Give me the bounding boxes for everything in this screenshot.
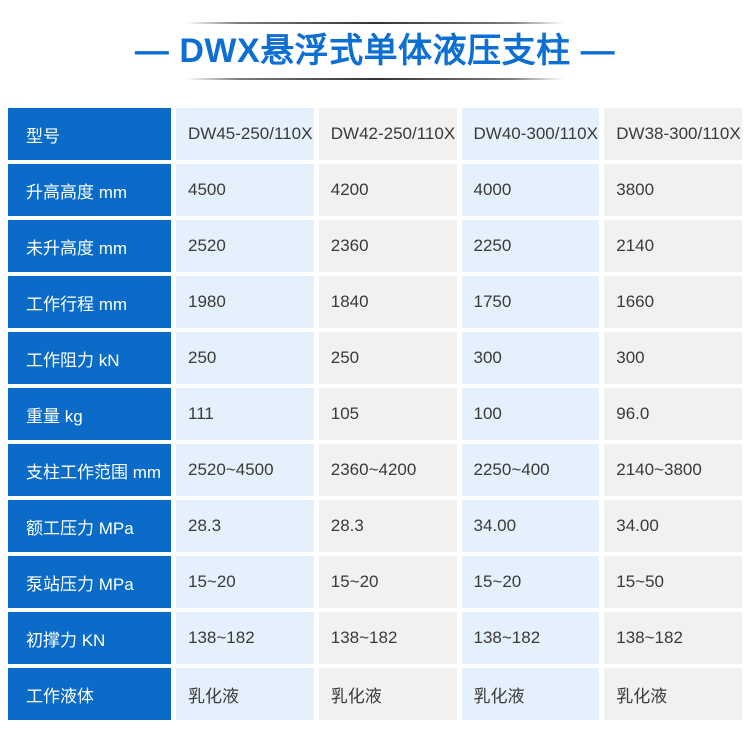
page-header: — DWX悬浮式单体液压支柱 —: [0, 0, 750, 80]
spec-value-cell: 2360~4200: [318, 444, 457, 496]
spec-value-cell: 15~20: [176, 556, 314, 608]
spec-value-cell: 4000: [461, 164, 600, 216]
row-label-unraised-height: 未升高度 mm: [8, 220, 171, 272]
spec-value-cell: 15~50: [604, 556, 742, 608]
spec-value-cell: 250: [176, 332, 314, 384]
spec-value-cell: 34.00: [461, 500, 600, 552]
row-label-pump-pressure: 泵站压力 MPa: [8, 556, 171, 608]
spec-value-cell: 乳化液: [604, 668, 742, 720]
spec-value-cell: 2140~3800: [604, 444, 742, 496]
row-label-working-resistance: 工作阻力 kN: [8, 332, 171, 384]
spec-table: 型号 DW45-250/110X DW42-250/110X DW40-300/…: [8, 108, 742, 720]
spec-value-cell: 1980: [176, 276, 314, 328]
spec-value-cell: 1750: [461, 276, 600, 328]
row-label-weight: 重量 kg: [8, 388, 171, 440]
model-name-cell: DW40-300/110X: [461, 108, 600, 160]
spec-value-cell: 138~182: [176, 612, 314, 664]
spec-value-cell: 4500: [176, 164, 314, 216]
title-bottom-line: [186, 78, 564, 80]
spec-value-cell: 96.0: [604, 388, 742, 440]
spec-value-cell: 2520~4500: [176, 444, 314, 496]
spec-value-cell: 2520: [176, 220, 314, 272]
spec-value-cell: 2140: [604, 220, 742, 272]
spec-value-cell: 100: [461, 388, 600, 440]
page-title: — DWX悬浮式单体液压支柱 —: [134, 32, 616, 70]
spec-value-cell: 300: [461, 332, 600, 384]
row-label-raised-height: 升高高度 mm: [8, 164, 171, 216]
spec-value-cell: 28.3: [318, 500, 457, 552]
row-label-working-range: 支柱工作范围 mm: [8, 444, 171, 496]
spec-value-cell: 3800: [604, 164, 742, 216]
row-label-working-fluid: 工作液体: [8, 668, 171, 720]
spec-value-cell: 34.00: [604, 500, 742, 552]
spec-value-cell: 乳化液: [318, 668, 457, 720]
spec-value-cell: 138~182: [318, 612, 457, 664]
row-label-rated-pressure: 额工压力 MPa: [8, 500, 171, 552]
spec-value-cell: 1840: [318, 276, 457, 328]
spec-value-cell: 15~20: [461, 556, 600, 608]
spec-value-cell: 250: [318, 332, 457, 384]
spec-value-cell: 28.3: [176, 500, 314, 552]
row-label-model: 型号: [8, 108, 171, 160]
row-label-working-stroke: 工作行程 mm: [8, 276, 171, 328]
spec-value-cell: 105: [318, 388, 457, 440]
model-name-cell: DW38-300/110X: [604, 108, 742, 160]
spec-value-cell: 111: [176, 388, 314, 440]
title-top-line: [186, 22, 564, 24]
spec-value-cell: 300: [604, 332, 742, 384]
spec-value-cell: 2250~400: [461, 444, 600, 496]
spec-value-cell: 138~182: [604, 612, 742, 664]
spec-value-cell: 乳化液: [176, 668, 314, 720]
spec-value-cell: 15~20: [318, 556, 457, 608]
spec-value-cell: 2250: [461, 220, 600, 272]
spec-value-cell: 4200: [318, 164, 457, 216]
spec-value-cell: 138~182: [461, 612, 600, 664]
model-name-cell: DW42-250/110X: [318, 108, 457, 160]
row-label-initial-support-force: 初撑力 KN: [8, 612, 171, 664]
model-name-cell: DW45-250/110X: [176, 108, 314, 160]
spec-value-cell: 1660: [604, 276, 742, 328]
spec-value-cell: 乳化液: [461, 668, 600, 720]
spec-value-cell: 2360: [318, 220, 457, 272]
